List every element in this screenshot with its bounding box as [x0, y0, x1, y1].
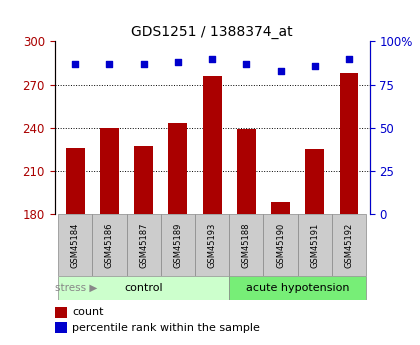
Text: GSM45186: GSM45186 — [105, 222, 114, 268]
Bar — [58, 276, 229, 300]
Text: stress ▶: stress ▶ — [55, 283, 98, 293]
Bar — [168, 123, 187, 214]
Bar — [305, 149, 324, 214]
Text: count: count — [72, 307, 103, 317]
Point — [312, 63, 318, 68]
Text: GSM45190: GSM45190 — [276, 222, 285, 268]
Title: GDS1251 / 1388374_at: GDS1251 / 1388374_at — [131, 25, 293, 39]
Text: acute hypotension: acute hypotension — [246, 283, 349, 293]
Text: GSM45188: GSM45188 — [242, 222, 251, 268]
Text: GSM45189: GSM45189 — [173, 222, 182, 268]
Text: control: control — [124, 283, 163, 293]
Bar — [66, 148, 84, 214]
Text: percentile rank within the sample: percentile rank within the sample — [72, 323, 260, 333]
Point — [140, 61, 147, 67]
Point — [243, 61, 250, 67]
Bar — [195, 214, 229, 276]
Bar — [237, 129, 256, 214]
Bar — [55, 322, 67, 333]
Point — [72, 61, 79, 67]
Bar — [340, 73, 359, 214]
Point — [209, 56, 215, 61]
Point — [174, 59, 181, 65]
Text: GSM45191: GSM45191 — [310, 222, 319, 268]
Bar — [263, 214, 298, 276]
Text: GSM45192: GSM45192 — [344, 222, 354, 268]
Point — [346, 56, 352, 61]
Point — [106, 61, 113, 67]
Bar — [298, 214, 332, 276]
Bar — [271, 203, 290, 214]
Bar — [100, 128, 119, 214]
Point — [277, 68, 284, 73]
Bar — [229, 276, 366, 300]
Bar — [134, 146, 153, 214]
Bar — [161, 214, 195, 276]
Text: GSM45187: GSM45187 — [139, 222, 148, 268]
Bar — [92, 214, 126, 276]
Bar — [55, 307, 67, 317]
Bar — [203, 76, 221, 214]
Bar — [126, 214, 161, 276]
Bar — [332, 214, 366, 276]
Bar — [229, 214, 263, 276]
Bar — [58, 214, 92, 276]
Text: GSM45184: GSM45184 — [71, 222, 80, 268]
Text: GSM45193: GSM45193 — [207, 222, 217, 268]
